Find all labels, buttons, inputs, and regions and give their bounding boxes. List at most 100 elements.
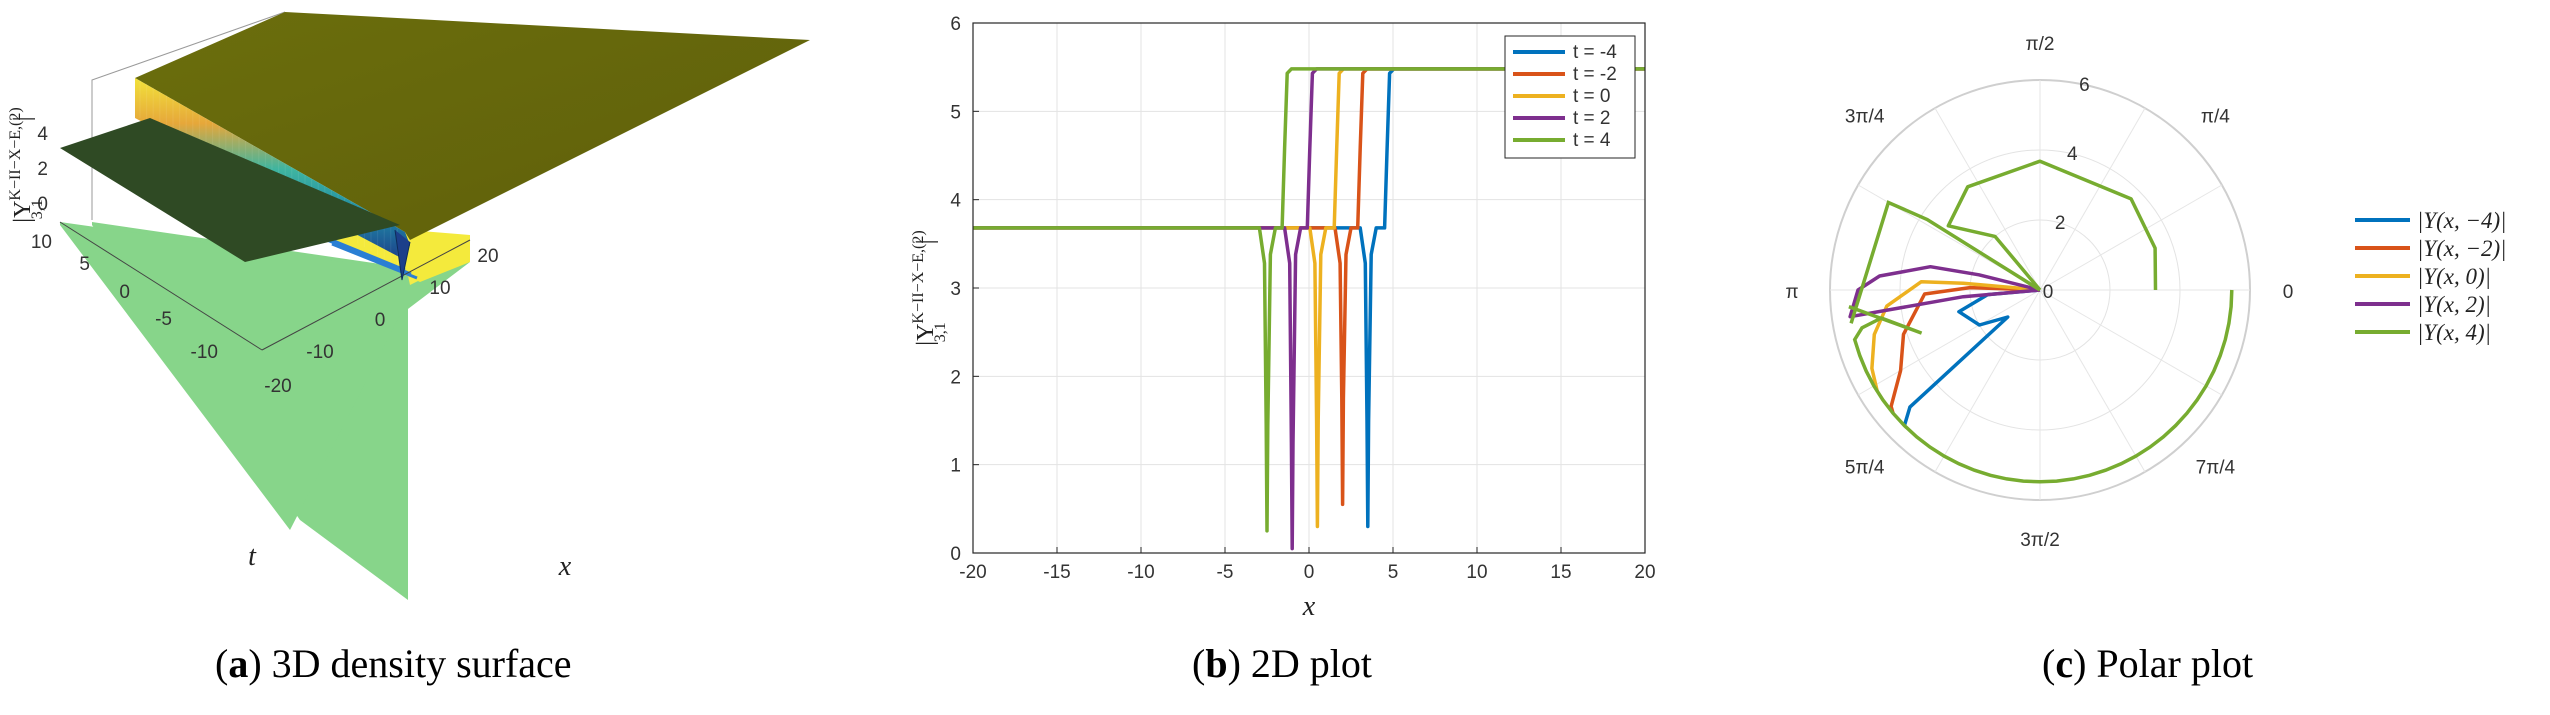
polar-grid (1829, 79, 2251, 501)
caption-b-text: 2D plot (1250, 641, 1373, 686)
x-tick-label: 20 (477, 246, 498, 267)
y-tick-label: 1 (950, 456, 961, 477)
polar-legend-label: |Υ(x, 2)| (2417, 292, 2491, 317)
floor-stripe (321, 236, 412, 276)
x-tick-label: -15 (1043, 562, 1070, 583)
x-tick-label: -20 (264, 376, 291, 397)
z-axis-label-text: |ΥK−II−X−E,(2)3,1| (7, 107, 46, 222)
legend-label: t = -2 (1573, 64, 1617, 85)
x-tick-label: 20 (1634, 562, 1655, 583)
y-axis-label-text: |ΥK−II−X−E,(2)3,1| (910, 230, 949, 345)
r-tick-label: 6 (2079, 75, 2090, 96)
surface-dip (394, 229, 411, 281)
t-tick-label: -10 (191, 342, 218, 363)
x-axis-label: x (1302, 591, 1316, 622)
t-tick-label: 5 (79, 254, 90, 275)
polar-labels: 0 2 4 6 0 π/4 π/2 3π/4 π 5π/4 3π/2 7π/4 (1785, 34, 2293, 551)
caption-b: (b) 2D plot (1192, 641, 1373, 686)
t-axis-label: t (248, 541, 257, 572)
surface-high-plateau (135, 12, 810, 240)
y-tick-label: 3 (950, 279, 961, 300)
x-tick-label: -10 (306, 342, 333, 363)
caption-b-letter: b (1205, 641, 1228, 686)
theta-tick-label: 3π/4 (1845, 107, 1885, 128)
caption-c-letter: c (2055, 641, 2074, 686)
t-tick-label: 0 (119, 282, 130, 303)
polar-legend-label: |Υ(x, 0)| (2417, 264, 2491, 289)
series-line-2 (973, 67, 1645, 529)
r-tick-label: 4 (2067, 144, 2078, 165)
polar-series-2 (1870, 279, 2041, 392)
t-tick-label: -5 (155, 309, 172, 330)
r-tick-label: 2 (2055, 213, 2066, 234)
x-tick-label: 10 (429, 278, 450, 299)
axis-x-line (261, 239, 471, 351)
legend-label: t = 2 (1573, 108, 1611, 129)
line-plot-legend: t = -4t = -2t = 0t = 2t = 4 (1504, 35, 1636, 159)
polar-legend: |Υ(x, −4)| |Υ(x, −2)| |Υ(x, 0)| |Υ(x, 2)| |Υ… (2355, 208, 2506, 345)
x-tick-label: 0 (1304, 562, 1315, 583)
y-tick-label: 5 (950, 102, 961, 123)
caption-c-text: Polar plot (2096, 641, 2254, 686)
x-tick-label: 10 (1466, 562, 1487, 583)
caption-a-letter: a (228, 641, 249, 686)
caption-a: (a) 3D density surface (215, 641, 572, 686)
series-line-0 (973, 67, 1645, 529)
x-tick-label: 5 (1388, 562, 1399, 583)
theta-tick-label: π/4 (2201, 107, 2230, 128)
y-tick-label: 6 (950, 14, 961, 35)
surface-low-plateau (60, 118, 400, 262)
polar-series-4 (1946, 159, 2158, 292)
panel-polar-plot: 0 2 4 6 0 π/4 π/2 3π/4 π 5π/4 3π/2 7π/4 |Υ(x, −4)| |… (1690, 0, 2550, 715)
polar-series-0 (1902, 288, 2041, 427)
z-tick-label: 4 (37, 124, 48, 145)
polar-spoke (2039, 289, 2146, 473)
x-tick-label: 0 (375, 310, 386, 331)
legend-label: t = -4 (1573, 42, 1617, 63)
line-plot-axes: -20 -15 -10 -5 0 5 10 15 20 0 1 2 3 4 5 6 x |ΥK−II−X−E,(2… (910, 14, 1656, 622)
caption-c: (c) Polar plot (2042, 641, 2254, 686)
series-line-4 (973, 67, 1645, 533)
theta-tick-label: 3π/2 (2020, 530, 2060, 551)
theta-tick-label: π/2 (2026, 34, 2055, 55)
z-tick-label: 2 (37, 159, 48, 180)
y-tick-label: 0 (950, 544, 961, 565)
y-tick-label: 2 (950, 367, 961, 388)
polar-spoke (2039, 289, 2223, 396)
panel-3d-surface: 0 2 4 10 5 0 -5 -10 -20 -10 0 10 20 t x |ΥK−II−X−E,(2)3… (0, 0, 830, 715)
legend-label: t = 4 (1573, 130, 1611, 151)
polar-series (1848, 159, 2234, 484)
x-axis-label: x (558, 551, 572, 582)
x-tick-label: 15 (1550, 562, 1571, 583)
polar-spoke (1934, 289, 2041, 473)
polar-spoke (1857, 289, 2041, 396)
legend-box (1504, 35, 1636, 159)
line-plot: -20 -15 -10 -5 0 5 10 15 20 0 1 2 3 4 5 6 x |ΥK−II−X−E,(2… (910, 14, 1656, 622)
x-tick-label: -10 (1127, 562, 1154, 583)
polar-series-inner-loop (1849, 200, 2041, 324)
polar-legend-label: |Υ(x, −2)| (2417, 236, 2506, 261)
theta-tick-label: 0 (2283, 282, 2294, 303)
x-tick-label: -5 (1217, 562, 1234, 583)
panel-2d-plot: -20 -15 -10 -5 0 5 10 15 20 0 1 2 3 4 5 6 x |ΥK−II−X−E,(2… (830, 0, 1690, 715)
series-line-3 (973, 67, 1645, 551)
theta-tick-label: π (1785, 282, 1798, 303)
polar-series-outer-arc (1848, 289, 2234, 484)
y-axis-label: |ΥK−II−X−E,(2)3,1| (910, 230, 949, 345)
surface-mesh (60, 12, 810, 281)
polar-series-1 (1889, 285, 2041, 414)
polar-spoke (1934, 107, 2041, 291)
polar-legend-label: |Υ(x, 4)| (2417, 320, 2491, 345)
polar-legend-label: |Υ(x, −4)| (2417, 208, 2506, 233)
floor-green-2 (60, 222, 470, 530)
z-axis-label: |ΥK−II−X−E,(2)3,1| (7, 107, 46, 222)
theta-tick-label: 7π/4 (2196, 457, 2236, 478)
t-tick-label: 10 (31, 232, 52, 253)
line-plot-series (973, 67, 1645, 551)
y-tick-label: 4 (950, 191, 961, 212)
polar-spoke (2039, 184, 2223, 291)
r-tick-label: 0 (2043, 282, 2054, 303)
polar-series-3 (1848, 264, 2041, 319)
series-line-1 (973, 67, 1645, 507)
